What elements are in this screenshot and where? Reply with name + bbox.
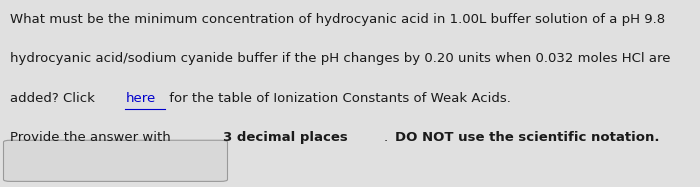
FancyBboxPatch shape (4, 140, 228, 181)
Text: for the table of Ionization Constants of Weak Acids.: for the table of Ionization Constants of… (164, 92, 510, 105)
Text: added? Click: added? Click (10, 92, 99, 105)
Text: here: here (125, 92, 155, 105)
Text: 3 decimal places: 3 decimal places (223, 131, 348, 144)
Text: hydrocyanic acid/sodium cyanide buffer if the pH changes by 0.20 units when 0.03: hydrocyanic acid/sodium cyanide buffer i… (10, 52, 671, 65)
Text: What must be the minimum concentration of hydrocyanic acid in 1.00L buffer solut: What must be the minimum concentration o… (10, 13, 666, 26)
Text: .: . (384, 131, 393, 144)
Text: Provide the answer with: Provide the answer with (10, 131, 176, 144)
Text: DO NOT use the scientific notation.: DO NOT use the scientific notation. (395, 131, 659, 144)
